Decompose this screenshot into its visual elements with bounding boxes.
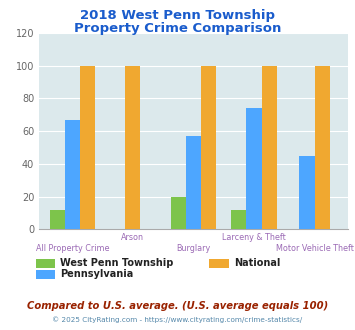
Text: Pennsylvania: Pennsylvania bbox=[60, 269, 133, 279]
Bar bbox=[231, 210, 246, 229]
Text: Larceny & Theft: Larceny & Theft bbox=[222, 233, 286, 242]
Text: All Property Crime: All Property Crime bbox=[36, 244, 109, 253]
Bar bbox=[186, 136, 201, 229]
Text: 2018 West Penn Township: 2018 West Penn Township bbox=[80, 9, 275, 22]
Text: Burglary: Burglary bbox=[176, 244, 211, 253]
Bar bbox=[171, 197, 186, 229]
Text: West Penn Township: West Penn Township bbox=[60, 258, 174, 268]
Bar bbox=[246, 108, 262, 229]
Text: © 2025 CityRating.com - https://www.cityrating.com/crime-statistics/: © 2025 CityRating.com - https://www.city… bbox=[53, 316, 302, 323]
Text: Motor Vehicle Theft: Motor Vehicle Theft bbox=[275, 244, 354, 253]
Text: Arson: Arson bbox=[121, 233, 144, 242]
Text: Compared to U.S. average. (U.S. average equals 100): Compared to U.S. average. (U.S. average … bbox=[27, 301, 328, 311]
Bar bbox=[80, 66, 95, 229]
Bar bbox=[65, 120, 80, 229]
Text: Property Crime Comparison: Property Crime Comparison bbox=[74, 22, 281, 35]
Bar bbox=[262, 66, 277, 229]
Bar bbox=[50, 210, 65, 229]
Text: National: National bbox=[234, 258, 281, 268]
Bar bbox=[201, 66, 216, 229]
Bar bbox=[315, 66, 330, 229]
Bar bbox=[300, 156, 315, 229]
Bar bbox=[125, 66, 141, 229]
